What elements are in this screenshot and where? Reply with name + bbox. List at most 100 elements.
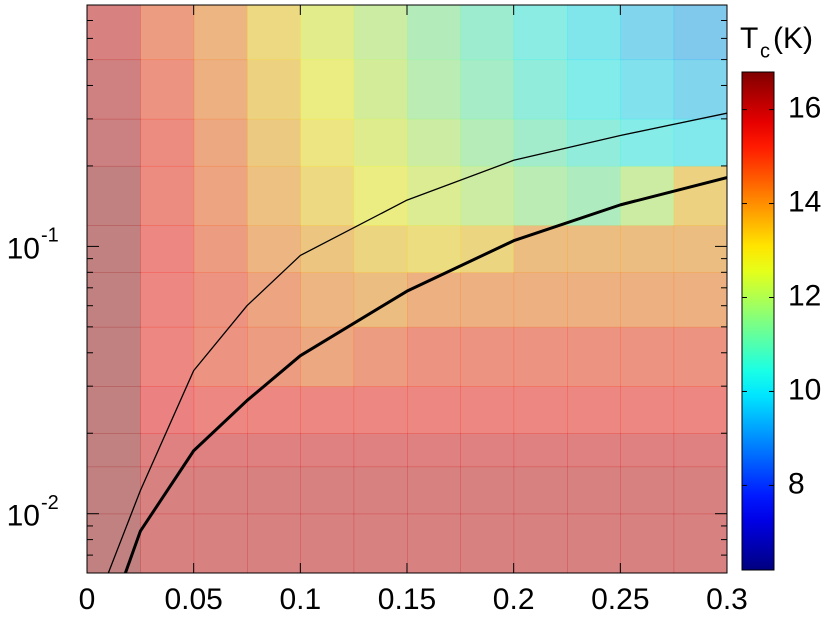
x-tick-label: 0.15 [378,583,436,616]
heat-cell [193,118,248,167]
heat-cell [300,326,355,387]
heat-cell [353,513,408,573]
heat-cell [353,165,408,226]
heat-cell [513,165,568,226]
heat-cell [407,118,461,167]
heat-cell [460,326,515,387]
heat-cell [567,5,621,61]
heat-cell [193,466,248,515]
heat-cell [513,433,568,468]
heat-cell [620,225,675,273]
heat-cell [567,118,621,167]
heat-cell [567,433,621,468]
y-tick-label: 10 [7,500,40,533]
heat-cell [300,225,355,273]
heat-cell [567,326,621,387]
heat-cell [620,326,675,387]
heat-cell [247,466,301,515]
heat-cell [353,326,408,387]
heat-cell [460,225,515,273]
heat-cell [300,118,355,167]
heat-cell [247,59,301,120]
heat-cell [87,165,141,226]
heat-cell [193,165,248,226]
heat-cell [407,165,461,226]
y-tick-label: 10 [7,232,40,265]
heat-cell [87,225,141,273]
heat-cell [460,272,515,328]
heat-cell [407,59,461,120]
heat-cell [407,225,461,273]
heat-cell [193,513,248,573]
x-tick-label: 0.05 [164,583,222,616]
heat-cell [673,466,727,515]
heat-cell [513,272,568,328]
heat-cell [353,59,408,120]
colorbar-tick-label: 10 [788,373,821,406]
heat-cell [673,513,727,573]
heat-cell [87,513,141,573]
heat-cell [567,513,621,573]
heat-cell [620,272,675,328]
heat-cell [300,272,355,328]
colorbar [741,71,775,571]
heat-cell [407,386,461,434]
heat-cell [673,272,727,328]
colorbar-label-unit: (K) [773,22,813,55]
heat-cell [567,272,621,328]
heat-cell [673,433,727,468]
heat-cell [513,5,568,61]
heat-cell [460,5,515,61]
heat-cell [620,165,675,226]
heat-cell [247,5,301,61]
colorbar-tick-label: 14 [788,185,821,218]
heat-cell [247,433,301,468]
heat-cell [513,326,568,387]
heat-cell [407,5,461,61]
colorbar-tick-label: 16 [788,92,821,125]
heat-cell [567,165,621,226]
heat-cell [247,513,301,573]
heat-cell [140,225,195,273]
heat-cell [247,225,301,273]
x-tick-label: 0.3 [706,583,748,616]
heat-cell [140,5,195,61]
heat-cell [140,326,195,387]
heat-cell [140,386,195,434]
heat-cell [300,386,355,434]
heat-cell [353,225,408,273]
heat-cell [247,165,301,226]
heat-cell [87,118,141,167]
curve [123,176,727,573]
heat-cell [247,272,301,328]
heat-cell [513,386,568,434]
heat-cell [460,165,515,226]
heat-cell [193,5,248,61]
x-tick-label: 0.25 [591,583,649,616]
heat-cell [193,59,248,120]
heat-cell [193,225,248,273]
heat-cell [87,5,141,61]
heat-cell [673,326,727,387]
heat-cell [673,386,727,434]
heat-cell [460,118,515,167]
heat-cell [193,272,248,328]
curve [107,112,727,573]
heat-cell [407,272,461,328]
heat-cell [353,386,408,434]
heat-cell [673,59,727,120]
heat-cell [87,272,141,328]
heat-cell [140,118,195,167]
heat-cell [513,513,568,573]
heat-cell [353,466,408,515]
heat-cell [513,466,568,515]
heat-cell [620,466,675,515]
plot-background [87,5,727,573]
x-tick-label: 0.1 [279,583,321,616]
y-tick-exponent: -1 [41,225,59,247]
heat-cell [620,513,675,573]
heat-cell [620,5,675,61]
heat-cell [300,433,355,468]
heat-cell [353,5,408,61]
heat-cell [353,433,408,468]
